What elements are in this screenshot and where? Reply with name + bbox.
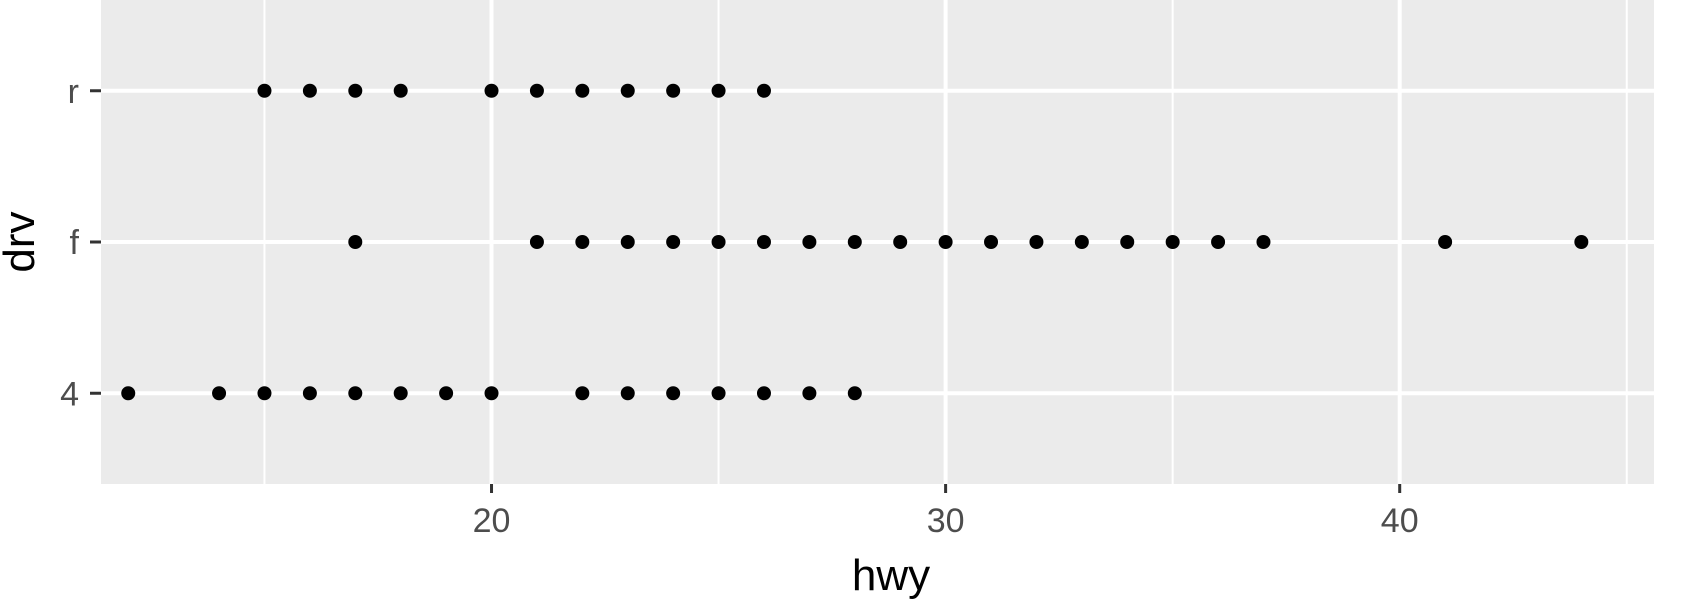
data-point [984,235,999,249]
data-point [302,83,317,98]
x-axis: 20 30 40 [473,484,1419,540]
data-point [348,235,363,249]
data-point [1165,235,1180,249]
data-point [711,386,726,401]
data-point [893,235,908,249]
y-tick-label: f [70,224,80,262]
y-tick-label: 4 [60,375,79,413]
data-point [847,235,862,249]
data-point [1438,235,1453,249]
data-point [484,83,499,98]
data-point [257,386,272,401]
x-tick-label: 30 [927,502,965,540]
data-point [348,83,363,98]
data-point [575,386,590,401]
data-point [802,235,817,249]
data-point [711,235,726,249]
x-tick-label: 40 [1381,502,1419,540]
data-point [121,386,136,401]
data-point [529,83,544,98]
data-point [666,83,681,98]
data-point [575,83,590,98]
y-axis-title: drv [0,211,44,272]
data-point [257,83,272,98]
data-point [620,386,635,401]
data-point [756,83,771,98]
data-point [575,235,590,249]
data-point [302,386,317,401]
data-point [1074,235,1089,249]
x-tick-label: 20 [473,502,511,540]
data-points [121,83,1589,401]
data-point [348,386,363,401]
data-point [1120,235,1135,249]
data-point [802,386,817,401]
data-point [529,235,544,249]
y-tick-label: r [68,73,79,111]
data-point [393,83,408,98]
data-point [1029,235,1044,249]
data-point [666,235,681,249]
data-point [1256,235,1271,249]
data-point [756,235,771,249]
y-axis: 4 f r [60,73,101,413]
data-point [393,386,408,401]
data-point [1211,235,1226,249]
data-point [212,386,227,401]
data-point [756,386,771,401]
data-point [938,235,953,249]
data-point [620,235,635,249]
data-point [666,386,681,401]
data-point [1574,235,1589,249]
data-point [439,386,454,401]
data-point [620,83,635,98]
x-axis-title: hwy [852,551,930,599]
data-point [484,386,499,401]
data-point [711,83,726,98]
data-point [847,386,862,401]
